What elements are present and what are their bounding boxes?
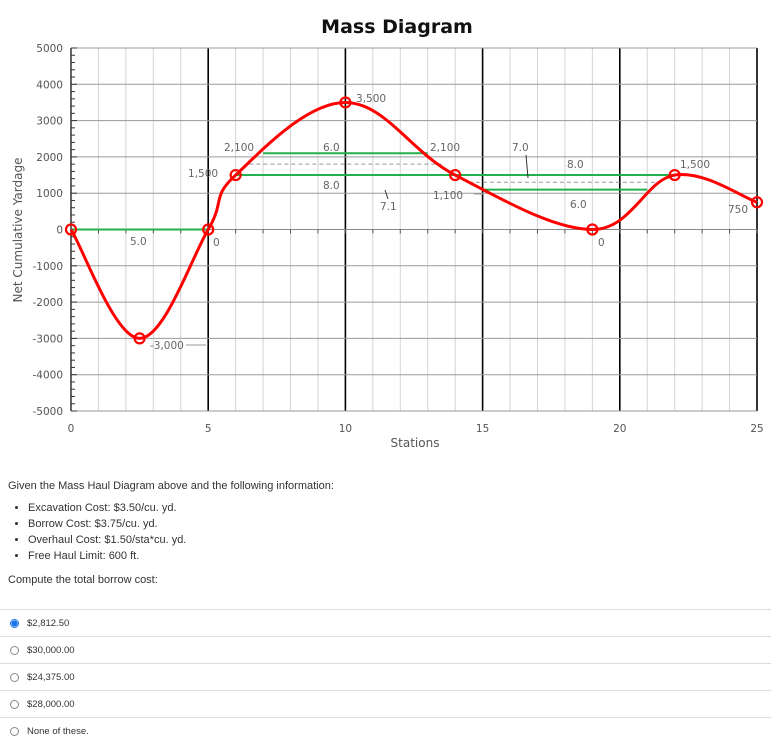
annotation-label: 3,500 bbox=[356, 93, 386, 105]
answer-option-3[interactable]: $24,375.00 bbox=[0, 663, 771, 690]
answer-option-5[interactable]: None of these. bbox=[0, 717, 771, 744]
annotation-label: 2,100 bbox=[430, 142, 460, 154]
y-tick-label: -2000 bbox=[32, 297, 63, 309]
annotation-label: -3,000 bbox=[150, 340, 184, 352]
radio-icon[interactable] bbox=[10, 699, 19, 709]
annotation-label: 8.0 bbox=[567, 159, 584, 171]
answer-label: $2,812.50 bbox=[27, 617, 70, 629]
annotation-label: 1,100 bbox=[433, 190, 463, 202]
mass-curve bbox=[64, 96, 764, 345]
y-tick-label: 0 bbox=[56, 225, 63, 237]
radio-icon[interactable] bbox=[10, 672, 19, 682]
answer-label: $30,000.00 bbox=[27, 644, 75, 656]
annotation-label: 6.0 bbox=[323, 142, 340, 154]
answer-label: $28,000.00 bbox=[27, 698, 75, 710]
annotation-label: 1,500 bbox=[188, 168, 218, 180]
given-item: Excavation Cost: $3.50/cu. yd. bbox=[28, 502, 748, 514]
answer-option-1[interactable]: $2,812.50 bbox=[0, 609, 771, 636]
answer-options: $2,812.50 $30,000.00 $24,375.00 $28,000.… bbox=[0, 609, 771, 744]
given-item: Overhaul Cost: $1.50/sta*cu. yd. bbox=[28, 534, 748, 546]
leader-line bbox=[384, 189, 389, 200]
data-point-marker bbox=[750, 196, 764, 209]
given-info-list: Excavation Cost: $3.50/cu. yd. Borrow Co… bbox=[8, 502, 748, 562]
x-tick-label: 20 bbox=[613, 423, 626, 435]
annotation-label: 5.0 bbox=[130, 236, 147, 248]
given-item: Borrow Cost: $3.75/cu. yd. bbox=[28, 518, 748, 530]
radio-icon[interactable] bbox=[10, 645, 19, 655]
data-point-marker bbox=[586, 223, 599, 236]
x-axis-label: Stations bbox=[391, 436, 440, 450]
y-tick-label: -3000 bbox=[32, 333, 63, 345]
annotation-label: 0 bbox=[213, 237, 220, 249]
annotation-label: 8.0 bbox=[323, 180, 340, 192]
given-item: Free Haul Limit: 600 ft. bbox=[28, 550, 748, 562]
annotation-label: 2,100 bbox=[224, 142, 254, 154]
annotation-label: 750 bbox=[728, 204, 748, 216]
data-point-marker bbox=[339, 96, 352, 109]
data-point-marker bbox=[64, 223, 78, 236]
y-tick-label: -4000 bbox=[32, 370, 63, 382]
y-tick-label: 5000 bbox=[36, 43, 63, 55]
mass-curve-line bbox=[69, 100, 758, 340]
y-axis-label: Net Cumulative Yardage bbox=[11, 158, 25, 303]
x-tick-label: 0 bbox=[68, 423, 75, 435]
annotation-label: 1,500 bbox=[680, 159, 710, 171]
data-point-marker bbox=[133, 332, 146, 345]
answer-label: None of these. bbox=[27, 725, 89, 737]
chart-title: Mass Diagram bbox=[321, 16, 473, 38]
answer-option-4[interactable]: $28,000.00 bbox=[0, 690, 771, 717]
mass-diagram-chart: Mass Diagram 500040003000200010000-1000-… bbox=[11, 16, 764, 450]
data-point-marker bbox=[449, 168, 462, 182]
question-prompt: Compute the total borrow cost: bbox=[8, 574, 158, 586]
y-tick-label: 3000 bbox=[36, 116, 63, 128]
y-tick-label: 2000 bbox=[36, 152, 63, 164]
leader-line bbox=[525, 154, 529, 179]
answer-label: $24,375.00 bbox=[27, 671, 75, 683]
question-intro: Given the Mass Haul Diagram above and th… bbox=[8, 480, 334, 492]
answer-option-2[interactable]: $30,000.00 bbox=[0, 636, 771, 663]
annotation-label: 7.1 bbox=[380, 201, 397, 213]
y-tick-label: 1000 bbox=[36, 188, 63, 200]
radio-icon[interactable] bbox=[10, 726, 19, 736]
chart-annotations: 2,100 6.0 8.0 7.1 2,100 1,100 7.0 8.0 6.0 1,500 75… bbox=[130, 93, 748, 352]
data-point-marker bbox=[202, 223, 215, 236]
x-tick-label: 10 bbox=[339, 423, 352, 435]
annotation-label: 7.0 bbox=[512, 142, 529, 154]
y-tick-label: 4000 bbox=[36, 79, 63, 91]
x-tick-label: 15 bbox=[476, 423, 489, 435]
radio-selected-icon[interactable] bbox=[10, 618, 19, 628]
x-tick-label: 5 bbox=[205, 423, 212, 435]
y-tick-label: -5000 bbox=[32, 406, 63, 418]
data-point-marker bbox=[229, 168, 242, 182]
y-tick-label: -1000 bbox=[32, 261, 63, 273]
question-block: Given the Mass Haul Diagram above and th… bbox=[8, 480, 748, 596]
data-point-marker bbox=[668, 168, 681, 182]
annotation-label: 6.0 bbox=[570, 199, 587, 211]
chart-axes: 500040003000200010000-1000-2000-3000-400… bbox=[32, 43, 763, 435]
annotation-label: 0 bbox=[598, 237, 605, 249]
x-tick-label: 25 bbox=[750, 423, 763, 435]
